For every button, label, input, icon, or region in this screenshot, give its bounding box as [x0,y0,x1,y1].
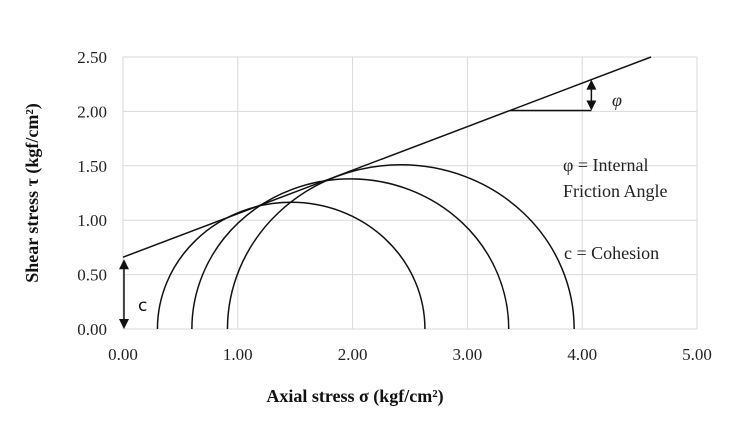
x-tick-label: 0.00 [108,345,138,364]
x-tick-label: 2.00 [338,345,368,364]
x-tick-label: 3.00 [453,345,483,364]
x-tick-label: 4.00 [567,345,597,364]
x-axis-label: Axial stress σ (kgf/cm²) [266,386,443,407]
y-tick-labels: 0.00 0.50 1.00 1.50 2.00 2.50 [77,48,107,339]
phi-arrow-head-up [586,79,597,90]
cohesion-arrow-head-up [119,259,129,270]
y-tick-label: 1.00 [77,211,107,230]
y-axis-label: Shear stress τ (kgf/cm²) [22,103,43,283]
y-tick-label: 2.00 [77,102,107,121]
cohesion-arrow-head-down [119,319,129,329]
phi-symbol: φ [612,90,622,110]
y-tick-label: 0.00 [77,320,107,339]
mohr-circle-3 [226,163,575,330]
y-tick-label: 1.50 [77,157,107,176]
phi-text-line-2: Friction Angle [563,181,668,201]
x-tick-label: 5.00 [682,345,712,364]
failure-envelope-line [122,56,652,258]
c-symbol: c [138,296,147,316]
chart-marks [119,56,652,330]
grid [122,56,698,330]
c-text: c = Cohesion [564,243,659,263]
y-tick-label: 0.50 [77,266,107,285]
phi-text-line-1: φ = Internal [563,155,649,175]
mohr-circle-1 [156,201,426,330]
x-tick-label: 1.00 [223,345,253,364]
x-tick-labels: 0.00 1.00 2.00 3.00 4.00 5.00 [108,345,712,364]
mohr-circle-2 [191,178,510,330]
phi-arrow-head-down [586,100,597,111]
y-tick-label: 2.50 [77,48,107,67]
